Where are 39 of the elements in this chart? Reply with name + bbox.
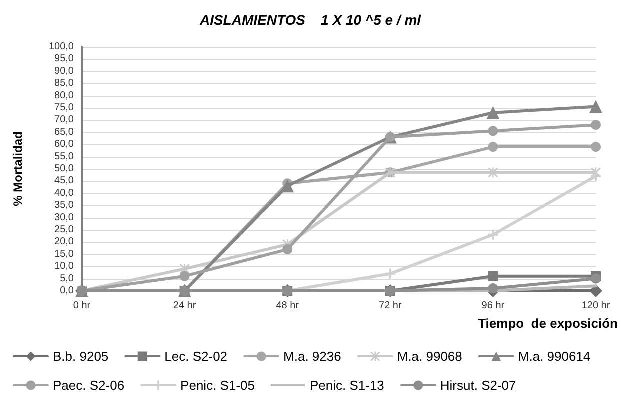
y-tick-label: 40,0	[54, 188, 74, 199]
y-tick-label: 0,0	[60, 286, 74, 296]
legend-label: B.b. 9205	[53, 349, 109, 364]
legend-label: Hirsut. S2-07	[440, 378, 516, 393]
legend-label: M.a. 990614	[518, 349, 591, 364]
x-tick-label: 24 hr	[173, 300, 197, 312]
y-tick-label: 20,0	[54, 236, 74, 248]
x-tick-label: 96 hr	[482, 300, 506, 312]
y-tick-label: 50,0	[54, 164, 74, 174]
y-tick-label: 80,0	[54, 90, 74, 102]
y-tick-label: 65,0	[54, 126, 74, 138]
y-tick-label: 70,0	[54, 114, 74, 126]
y-tick-label: 15,0	[54, 248, 74, 260]
legend-label: Lec. S2-02	[164, 349, 228, 364]
x-tick-label: 0 hr	[73, 300, 92, 312]
legend-label: M.a. 99068	[397, 349, 462, 364]
y-tick-label: 55,0	[54, 151, 74, 162]
x-axis-title: Tiempo de exposición	[478, 316, 618, 331]
y-tick-label: 45,0	[54, 176, 74, 187]
y-axis-title: % Mortalidad	[11, 132, 25, 206]
y-tick-label: 5,0	[60, 273, 74, 284]
y-tick-label: 100,0	[48, 42, 74, 52]
chart-title: AISLAMIENTOS 1 X 10 ^5 e / ml	[198, 12, 422, 28]
y-tick-label: 85,0	[54, 78, 74, 90]
x-tick-label: 48 hr	[276, 300, 300, 312]
x-tick-label: 72 hr	[379, 300, 402, 312]
y-tick-label: 90,0	[54, 66, 74, 77]
y-tick-label: 95,0	[54, 54, 74, 65]
x-tick-label: 120 hr	[582, 300, 611, 312]
legend-label: Penic. S1-05	[180, 378, 255, 393]
legend-label: M.a. 9236	[284, 349, 342, 364]
y-tick-label: 30,0	[54, 212, 74, 224]
legend-label: Paec. S2-06	[53, 378, 125, 393]
y-tick-label: 35,0	[54, 200, 74, 212]
legend-label: Penic. S1-13	[310, 378, 384, 393]
y-tick-label: 60,0	[54, 139, 74, 150]
y-tick-label: 10,0	[54, 261, 74, 272]
y-tick-label: 75,0	[54, 102, 74, 114]
y-tick-label: 25,0	[54, 224, 74, 236]
